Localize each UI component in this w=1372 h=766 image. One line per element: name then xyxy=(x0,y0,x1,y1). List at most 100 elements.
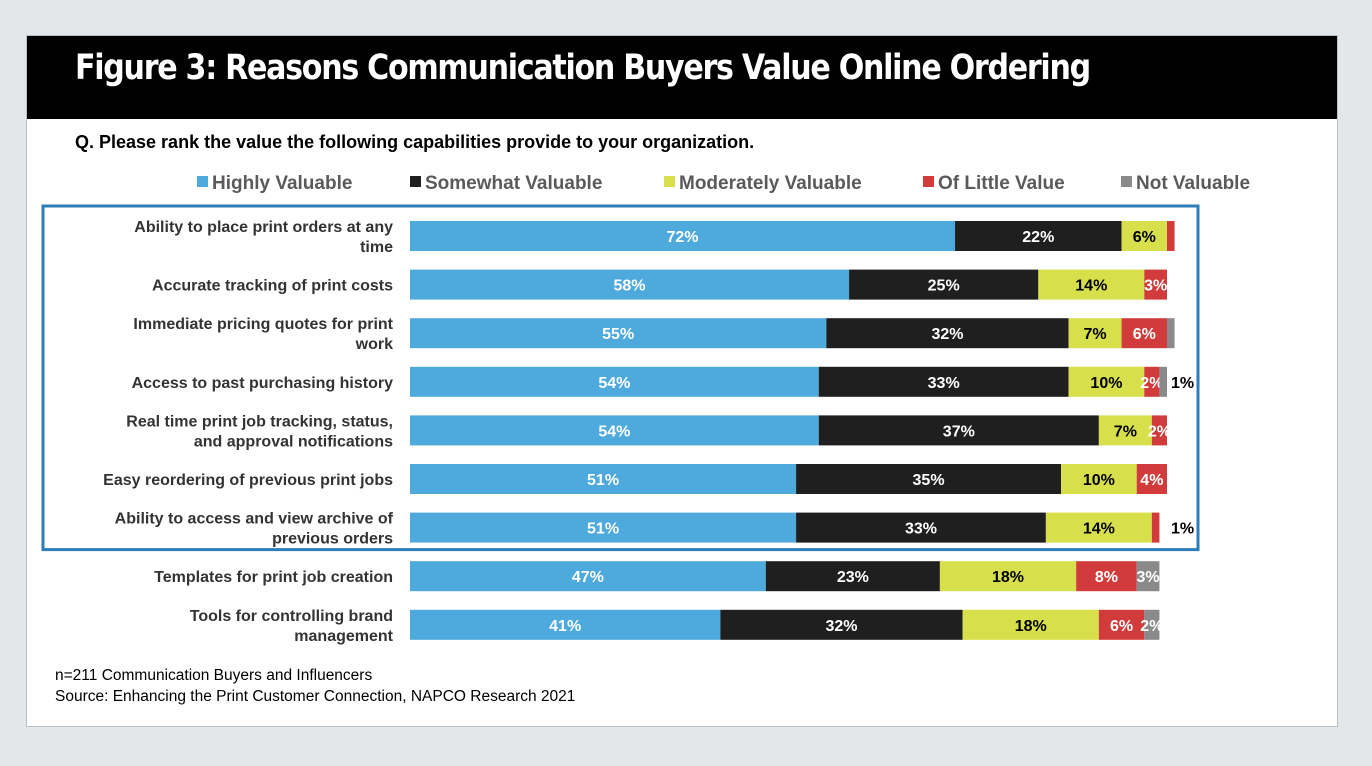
bar-segment-1-2 xyxy=(1038,269,1145,300)
bar-segment-2-4 xyxy=(1167,318,1175,349)
bar-segment-6-2 xyxy=(1045,512,1152,543)
category-label-5: Easy reordering of previous print jobs xyxy=(103,472,393,489)
data-label-1-2: 14% xyxy=(1075,278,1107,295)
data-label-8-0: 41% xyxy=(549,618,581,635)
bar-segment-5-2 xyxy=(1061,464,1137,494)
bar-segment-2-3 xyxy=(1121,318,1167,349)
bar-segment-4-0 xyxy=(410,415,819,446)
bar-segment-8-3 xyxy=(1098,609,1145,640)
data-label-outside-3-4: 1% xyxy=(1171,375,1194,392)
data-label-7-4: 3% xyxy=(1137,569,1160,586)
data-label-5-0: 51% xyxy=(587,472,619,489)
bar-segment-3-4 xyxy=(1159,366,1167,397)
data-label-8-4: 2% xyxy=(1140,618,1163,635)
legend-swatch-2 xyxy=(664,176,675,187)
category-label-7: Templates for print job creation xyxy=(154,569,393,586)
data-label-7-0: 47% xyxy=(572,569,604,586)
category-label-8-line-1: management xyxy=(294,628,393,645)
data-label-8-2: 18% xyxy=(1015,618,1047,635)
bar-segment-3-2 xyxy=(1068,366,1145,397)
data-label-outside-6-3: 1% xyxy=(1171,521,1194,538)
category-label-1: Accurate tracking of print costs xyxy=(152,278,393,295)
category-label-0-line-0: Ability to place print orders at any xyxy=(134,219,393,236)
bar-segment-3-0 xyxy=(410,366,819,397)
legend-label-2: Moderately Valuable xyxy=(679,173,862,194)
data-label-4-1: 37% xyxy=(943,423,975,440)
bar-segment-2-1 xyxy=(826,318,1069,349)
highlight-box xyxy=(41,204,1200,552)
bar-segment-7-4 xyxy=(1136,561,1160,592)
figure-title: Figure 3: Reasons Communication Buyers V… xyxy=(75,48,1091,88)
data-label-4-0: 54% xyxy=(598,423,630,440)
data-label-2-0: 55% xyxy=(602,326,634,343)
legend-label-4: Not Valuable xyxy=(1136,173,1250,194)
bar-segment-0-0 xyxy=(410,221,956,251)
data-label-1-1: 25% xyxy=(928,278,960,295)
data-label-2-2: 7% xyxy=(1084,326,1107,343)
data-label-2-1: 32% xyxy=(931,326,963,343)
category-label-0-line-1: time xyxy=(360,239,393,256)
category-label-4-line-0: Real time print job tracking, status, xyxy=(126,413,393,430)
data-label-8-3: 6% xyxy=(1110,618,1133,635)
bar-segment-6-0 xyxy=(410,512,797,543)
legend-swatch-1 xyxy=(410,176,421,187)
category-label-6-line-0: Ability to access and view archive of xyxy=(115,511,394,528)
bar-segment-0-1 xyxy=(955,221,1122,251)
data-label-7-2: 18% xyxy=(992,569,1024,586)
bar-segment-4-3 xyxy=(1151,415,1167,446)
category-label-3: Access to past purchasing history xyxy=(132,375,394,392)
legend-swatch-3 xyxy=(923,176,934,187)
data-label-0-0: 72% xyxy=(667,229,699,246)
legend-swatch-4 xyxy=(1121,176,1132,187)
data-label-1-3: 3% xyxy=(1144,278,1167,295)
data-label-3-3: 2% xyxy=(1140,375,1163,392)
sample-note: n=211 Communication Buyers and Influence… xyxy=(55,667,373,684)
data-label-2-3: 6% xyxy=(1133,326,1156,343)
bar-segment-0-3 xyxy=(1167,221,1175,251)
legend-label-1: Somewhat Valuable xyxy=(425,173,602,194)
data-label-7-1: 23% xyxy=(837,569,869,586)
bar-segment-4-1 xyxy=(818,415,1099,446)
bar-segment-1-3 xyxy=(1144,269,1167,300)
data-label-6-1: 33% xyxy=(905,521,937,538)
data-label-1-0: 58% xyxy=(614,278,646,295)
bar-segment-8-0 xyxy=(410,609,721,640)
data-label-4-3: 2% xyxy=(1148,423,1171,440)
data-label-5-2: 10% xyxy=(1083,472,1115,489)
bar-segment-7-2 xyxy=(939,561,1077,592)
bar-segment-8-4 xyxy=(1144,609,1160,640)
bar-segment-0-2 xyxy=(1121,221,1167,251)
category-label-2-line-0: Immediate pricing quotes for print xyxy=(133,316,393,333)
data-label-6-2: 14% xyxy=(1083,521,1115,538)
category-label-8-line-0: Tools for controlling brand xyxy=(190,608,393,625)
data-label-0-2: 6% xyxy=(1133,229,1156,246)
legend-label-3: Of Little Value xyxy=(938,173,1065,194)
category-label-4-line-1: and approval notifications xyxy=(194,433,393,450)
data-label-8-1: 32% xyxy=(825,618,857,635)
bar-segment-1-1 xyxy=(849,269,1039,300)
survey-question: Q. Please rank the value the following c… xyxy=(75,132,755,152)
source-note: Source: Enhancing the Print Customer Con… xyxy=(55,688,576,705)
bar-segment-5-3 xyxy=(1136,464,1167,494)
data-label-6-0: 51% xyxy=(587,521,619,538)
bar-segment-6-1 xyxy=(796,512,1046,543)
bar-segment-4-2 xyxy=(1098,415,1152,446)
legend-swatch-0 xyxy=(197,176,208,187)
data-label-3-2: 10% xyxy=(1090,375,1122,392)
bar-segment-1-0 xyxy=(410,269,850,300)
bar-segment-7-1 xyxy=(765,561,940,592)
bar-segment-5-1 xyxy=(796,464,1062,494)
bar-segment-7-0 xyxy=(410,561,766,592)
bar-segment-3-3 xyxy=(1144,366,1160,397)
data-label-5-3: 4% xyxy=(1140,472,1163,489)
bar-segment-8-1 xyxy=(720,609,963,640)
bar-segment-2-0 xyxy=(410,318,827,349)
data-label-7-3: 8% xyxy=(1095,569,1118,586)
category-label-2-line-1: work xyxy=(355,336,393,353)
bar-segment-8-2 xyxy=(962,609,1099,640)
bar-segment-7-3 xyxy=(1076,561,1137,592)
category-label-6-line-1: previous orders xyxy=(272,531,393,548)
bar-segment-6-3 xyxy=(1151,512,1160,543)
bar-segment-3-1 xyxy=(818,366,1069,397)
